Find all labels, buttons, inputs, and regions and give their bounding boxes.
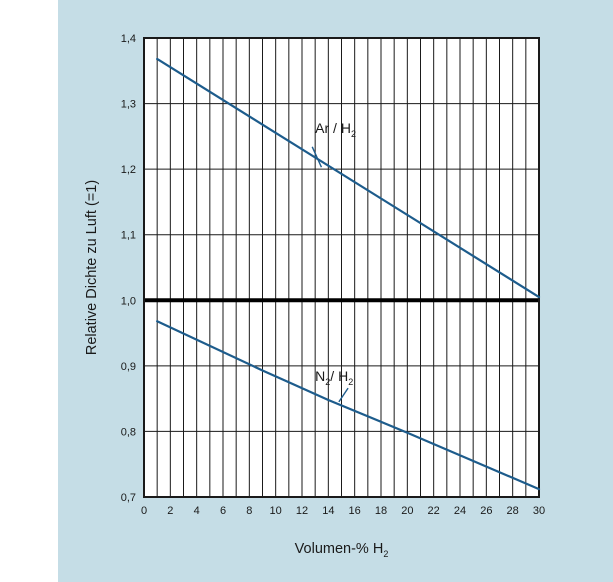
- x-tick-label-6: 12: [296, 505, 308, 517]
- x-tick-label-5: 10: [270, 505, 282, 517]
- y-tick-label-3: 1,0: [121, 295, 136, 307]
- leader-ar-h2: [311, 146, 323, 168]
- y-axis-title: Relative Dichte zu Luft (=1): [84, 180, 100, 355]
- x-tick-label-15: 30: [533, 505, 545, 517]
- plot-frame: [143, 37, 540, 498]
- plot-border: [143, 37, 540, 498]
- y-tick-label-4: 1,1: [121, 230, 136, 242]
- x-tick-label-1: 2: [167, 505, 173, 517]
- series-layer: [156, 57, 541, 491]
- tick-labels: 0 2 4 6 8 10 12 14 16 18 20 22 24 26 28 300,70,80,91,01…: [121, 33, 545, 517]
- x-tick-label-10: 20: [401, 505, 413, 517]
- y-tick-label-1: 0,8: [121, 426, 136, 438]
- x-tick-label-9: 18: [375, 505, 387, 517]
- density-chart: 0 2 4 6 8 10 12 14 16 18 20 22 24 26 28 300,70,80,91,01…: [58, 0, 613, 582]
- y-tick-label-0: 0,7: [121, 492, 136, 504]
- x-tick-label-3: 6: [220, 505, 226, 517]
- series-label-ar-h2-main: Ar / H: [315, 120, 351, 136]
- series-label-ar-h2: Ar / H2: [315, 120, 356, 139]
- series-line-ar-h2: [156, 57, 541, 299]
- y-tick-label-5: 1,2: [121, 164, 136, 176]
- y-tick-label-6: 1,3: [121, 99, 136, 111]
- series-label-n2-subscript-2: 2: [348, 377, 353, 387]
- x-tick-label-8: 16: [349, 505, 361, 517]
- x-tick-label-13: 26: [480, 505, 492, 517]
- y-tick-label-2: 0,9: [121, 361, 136, 373]
- series-label-n2-h2: N2/ H2: [315, 368, 353, 387]
- x-tick-label-12: 24: [454, 505, 466, 517]
- x-tick-label-11: 22: [428, 505, 440, 517]
- x-axis-title-main: Volumen-% H: [295, 541, 384, 557]
- series-line-n2-h2: [156, 320, 541, 491]
- x-tick-label-14: 28: [507, 505, 519, 517]
- x-tick-label-2: 4: [194, 505, 200, 517]
- x-tick-label-7: 14: [322, 505, 334, 517]
- x-axis-title: Volumen-% H2: [295, 541, 389, 559]
- series-label-n2-main: N: [315, 368, 325, 384]
- y-tick-label-7: 1,4: [121, 33, 136, 45]
- chart-panel: 0 2 4 6 8 10 12 14 16 18 20 22 24 26 28 30 0,7 0,8 0,9 1,0 1…: [58, 0, 613, 582]
- leader-n2-h2: [338, 387, 349, 403]
- series-label-ar-h2-subscript: 2: [351, 129, 356, 139]
- series-label-n2-mid: / H: [330, 368, 348, 384]
- x-tick-label-0: 0: [141, 505, 147, 517]
- x-tick-label-4: 8: [246, 505, 252, 517]
- series-label-n2-subscript-1: 2: [325, 377, 330, 387]
- x-axis-title-subscript: 2: [383, 549, 388, 559]
